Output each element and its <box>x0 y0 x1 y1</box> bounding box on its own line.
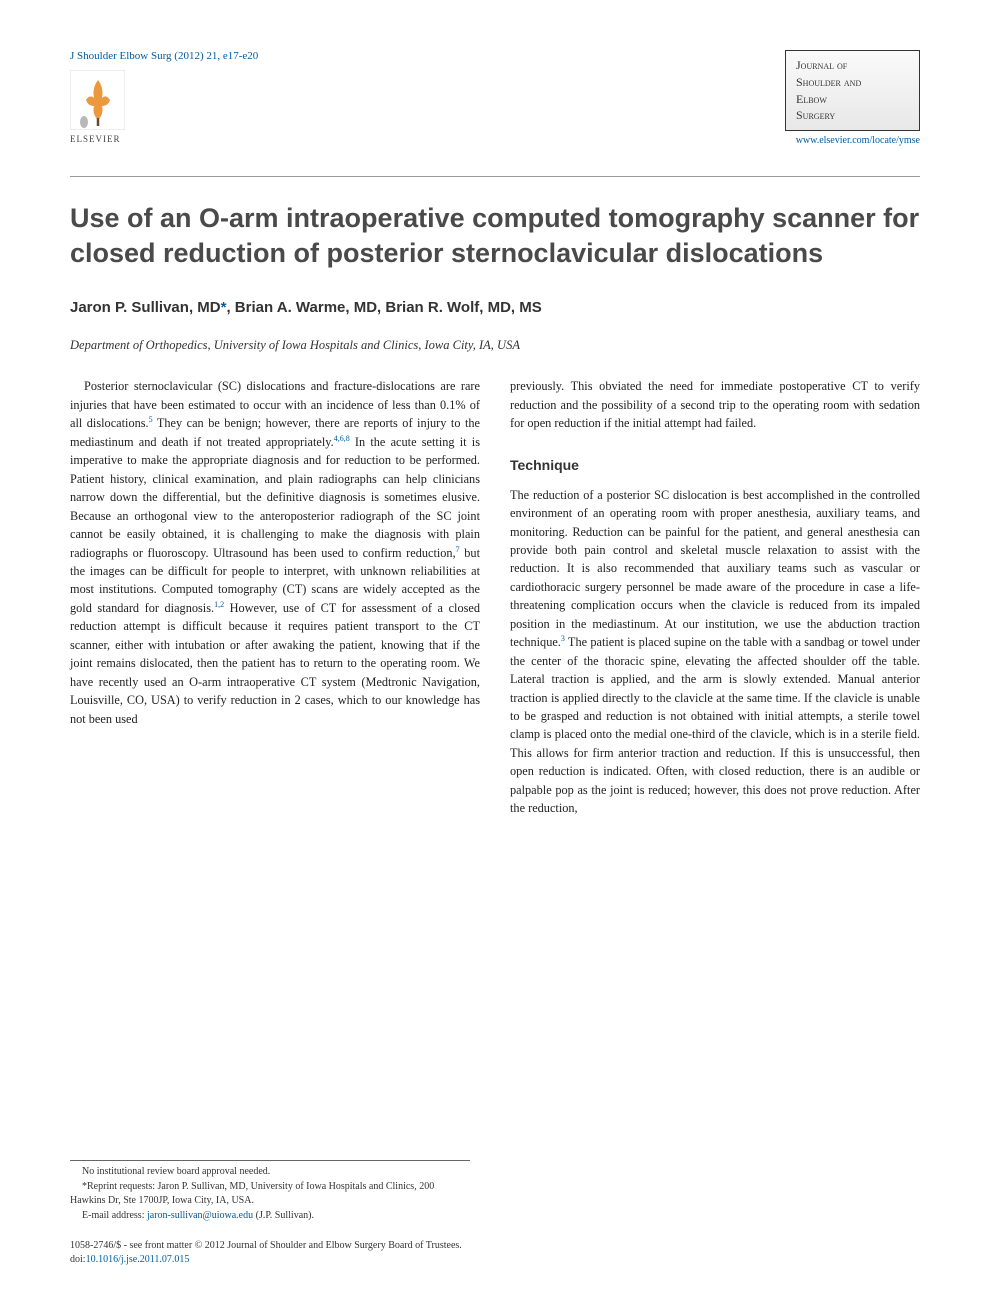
elsevier-tree-icon <box>70 70 125 130</box>
article-title: Use of an O-arm intraoperative computed … <box>70 201 920 271</box>
publisher-name: ELSEVIER <box>70 134 121 144</box>
journal-line-4: Surgery <box>796 107 909 124</box>
text-run: In the acute setting it is imperative to… <box>70 435 480 560</box>
doi-link[interactable]: 10.1016/j.jse.2011.07.015 <box>86 1254 190 1265</box>
masthead-citation: J Shoulder Elbow Surg (2012) 21, e17-e20 <box>70 50 258 62</box>
journal-line-3: Elbow <box>796 91 909 108</box>
footnote-reprint: *Reprint requests: Jaron P. Sullivan, MD… <box>70 1180 470 1209</box>
header-left: J Shoulder Elbow Surg (2012) 21, e17-e20… <box>70 50 258 144</box>
publisher-logo-block: ELSEVIER <box>70 70 258 144</box>
journal-url-link[interactable]: www.elsevier.com/locate/ymse <box>796 135 920 146</box>
doi-line: doi:10.1016/j.jse.2011.07.015 <box>70 1253 920 1267</box>
intro-paragraph: Posterior sternoclavicular (SC) dislocat… <box>70 377 480 728</box>
email-tail: (J.P. Sullivan). <box>253 1210 314 1221</box>
header-rule <box>70 176 920 177</box>
text-run: The patient is placed supine on the tabl… <box>510 635 920 815</box>
citation-ref[interactable]: 4,6,8 <box>334 434 350 443</box>
text-run: However, use of CT for assessment of a c… <box>70 601 480 726</box>
author-1: Jaron P. Sullivan, MD <box>70 299 221 316</box>
column-right: previously. This obviated the need for i… <box>510 377 920 817</box>
column-left: Posterior sternoclavicular (SC) dislocat… <box>70 377 480 817</box>
header-right: Journal of Shoulder and Elbow Surgery ww… <box>785 50 920 146</box>
intro-continuation: previously. This obviated the need for i… <box>510 377 920 432</box>
email-label: E-mail address: <box>82 1210 147 1221</box>
author-rest: , Brian A. Warme, MD, Brian R. Wolf, MD,… <box>226 299 541 316</box>
body-columns: Posterior sternoclavicular (SC) dislocat… <box>70 377 920 817</box>
affiliation: Department of Orthopedics, University of… <box>70 338 920 353</box>
technique-paragraph: The reduction of a posterior SC dislocat… <box>510 486 920 818</box>
journal-title-box: Journal of Shoulder and Elbow Surgery <box>785 50 920 131</box>
page-header: J Shoulder Elbow Surg (2012) 21, e17-e20… <box>70 50 920 146</box>
technique-heading: Technique <box>510 455 920 476</box>
citation-ref[interactable]: 1,2 <box>214 600 224 609</box>
journal-line-1: Journal of <box>796 57 909 74</box>
footnote-irb: No institutional review board approval n… <box>70 1165 470 1180</box>
journal-line-2: Shoulder and <box>796 74 909 91</box>
text-run: The reduction of a posterior SC dislocat… <box>510 488 920 650</box>
footnote-email: E-mail address: jaron-sullivan@uiowa.edu… <box>70 1209 470 1224</box>
email-link[interactable]: jaron-sullivan@uiowa.edu <box>147 1210 253 1221</box>
footnotes-block: No institutional review board approval n… <box>70 1160 470 1223</box>
page-footer: 1058-2746/$ - see front matter © 2012 Jo… <box>70 1239 920 1267</box>
doi-label: doi: <box>70 1254 86 1265</box>
copyright-line: 1058-2746/$ - see front matter © 2012 Jo… <box>70 1239 920 1253</box>
author-list: Jaron P. Sullivan, MD*, Brian A. Warme, … <box>70 299 920 316</box>
